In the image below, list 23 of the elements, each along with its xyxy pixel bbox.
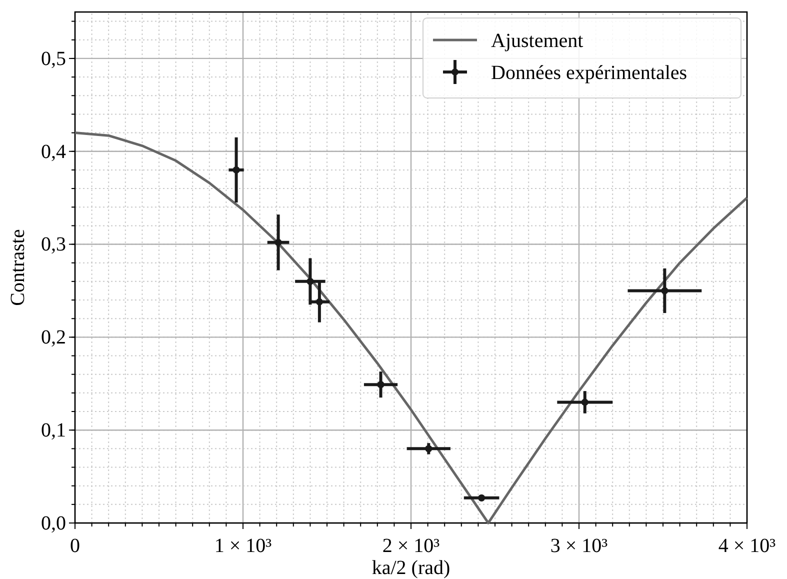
y-tick-label: 0,4 [41, 140, 66, 163]
x-tick-label: 3 × 10³ [550, 535, 608, 557]
y-axis-title: Contraste [7, 229, 29, 306]
y-tick-label: 0,3 [41, 234, 66, 256]
point [274, 238, 282, 246]
x-tick-label: 4 × 10³ [718, 535, 776, 557]
point [316, 298, 324, 306]
point [478, 494, 486, 502]
x-tick-label: 2 × 10³ [382, 535, 440, 557]
legend-label: Ajustement [491, 30, 584, 52]
point [581, 398, 588, 406]
y-tick-label: 0,1 [41, 419, 66, 442]
point [306, 278, 314, 285]
y-tick-label: 0,2 [41, 326, 66, 349]
point [232, 166, 240, 174]
x-axis-title: ka/2 (rad) [372, 557, 450, 579]
y-tick-label: 0,5 [41, 48, 66, 70]
x-tick-label: 0 [70, 535, 80, 557]
point [377, 381, 384, 388]
point [661, 287, 668, 294]
legend-label: Données expérimentales [491, 62, 688, 84]
x-tick-label: 1 × 10³ [214, 535, 272, 557]
y-tick-label: 0,0 [41, 512, 66, 534]
